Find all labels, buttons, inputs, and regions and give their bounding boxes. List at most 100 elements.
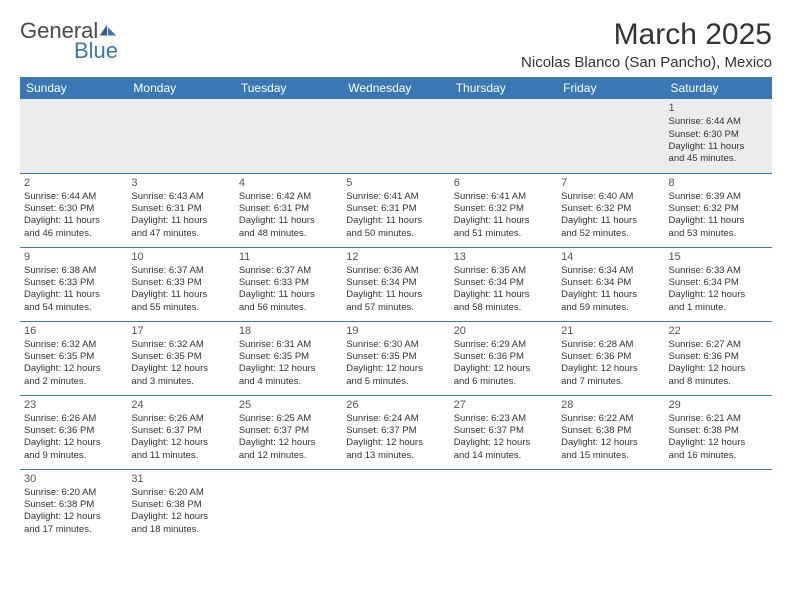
day-daylight2: and 15 minutes. bbox=[561, 450, 660, 462]
day-daylight2: and 2 minutes. bbox=[24, 376, 123, 388]
day-daylight2: and 18 minutes. bbox=[131, 524, 230, 536]
day-number: 13 bbox=[454, 250, 553, 264]
calendar-day-cell: 11Sunrise: 6:37 AMSunset: 6:33 PMDayligh… bbox=[235, 247, 342, 321]
day-sunset: Sunset: 6:38 PM bbox=[669, 425, 768, 437]
calendar-empty-cell bbox=[235, 469, 342, 543]
calendar-day-cell: 2Sunrise: 6:44 AMSunset: 6:30 PMDaylight… bbox=[20, 173, 127, 247]
day-sunset: Sunset: 6:37 PM bbox=[454, 425, 553, 437]
day-number: 27 bbox=[454, 398, 553, 412]
calendar-day-cell: 24Sunrise: 6:26 AMSunset: 6:37 PMDayligh… bbox=[127, 395, 234, 469]
day-sunset: Sunset: 6:31 PM bbox=[239, 203, 338, 215]
day-number: 15 bbox=[669, 250, 768, 264]
calendar-day-cell: 28Sunrise: 6:22 AMSunset: 6:38 PMDayligh… bbox=[557, 395, 664, 469]
day-number: 19 bbox=[346, 324, 445, 338]
day-daylight1: Daylight: 12 hours bbox=[239, 437, 338, 449]
month-title: March 2025 bbox=[521, 18, 772, 52]
calendar-day-cell: 31Sunrise: 6:20 AMSunset: 6:38 PMDayligh… bbox=[127, 469, 234, 543]
day-daylight1: Daylight: 11 hours bbox=[24, 289, 123, 301]
day-sunset: Sunset: 6:37 PM bbox=[131, 425, 230, 437]
day-daylight2: and 50 minutes. bbox=[346, 228, 445, 240]
day-number: 6 bbox=[454, 176, 553, 190]
calendar-day-cell: 4Sunrise: 6:42 AMSunset: 6:31 PMDaylight… bbox=[235, 173, 342, 247]
day-daylight1: Daylight: 11 hours bbox=[346, 289, 445, 301]
day-daylight2: and 7 minutes. bbox=[561, 376, 660, 388]
calendar-day-cell: 12Sunrise: 6:36 AMSunset: 6:34 PMDayligh… bbox=[342, 247, 449, 321]
day-daylight1: Daylight: 12 hours bbox=[454, 437, 553, 449]
weekday-header: Friday bbox=[557, 77, 664, 99]
day-number: 2 bbox=[24, 176, 123, 190]
day-daylight1: Daylight: 12 hours bbox=[24, 511, 123, 523]
day-number: 7 bbox=[561, 176, 660, 190]
day-sunrise: Sunrise: 6:31 AM bbox=[239, 339, 338, 351]
calendar-week-row: 16Sunrise: 6:32 AMSunset: 6:35 PMDayligh… bbox=[20, 321, 772, 395]
day-number: 23 bbox=[24, 398, 123, 412]
weekday-header: Tuesday bbox=[235, 77, 342, 99]
day-daylight1: Daylight: 11 hours bbox=[561, 289, 660, 301]
day-daylight2: and 46 minutes. bbox=[24, 228, 123, 240]
day-sunset: Sunset: 6:37 PM bbox=[239, 425, 338, 437]
day-daylight1: Daylight: 12 hours bbox=[669, 363, 768, 375]
day-sunset: Sunset: 6:38 PM bbox=[131, 499, 230, 511]
day-daylight2: and 58 minutes. bbox=[454, 302, 553, 314]
day-sunrise: Sunrise: 6:36 AM bbox=[346, 265, 445, 277]
day-daylight1: Daylight: 12 hours bbox=[131, 363, 230, 375]
day-daylight1: Daylight: 12 hours bbox=[24, 363, 123, 375]
day-number: 30 bbox=[24, 472, 123, 486]
day-daylight2: and 5 minutes. bbox=[346, 376, 445, 388]
day-daylight1: Daylight: 11 hours bbox=[24, 215, 123, 227]
header: GeneralBlue March 2025 Nicolas Blanco (S… bbox=[20, 18, 772, 71]
day-sunrise: Sunrise: 6:43 AM bbox=[131, 191, 230, 203]
day-daylight2: and 17 minutes. bbox=[24, 524, 123, 536]
day-sunset: Sunset: 6:33 PM bbox=[131, 277, 230, 289]
calendar-day-cell: 20Sunrise: 6:29 AMSunset: 6:36 PMDayligh… bbox=[450, 321, 557, 395]
day-sunset: Sunset: 6:32 PM bbox=[454, 203, 553, 215]
day-number: 12 bbox=[346, 250, 445, 264]
day-daylight2: and 55 minutes. bbox=[131, 302, 230, 314]
day-daylight1: Daylight: 12 hours bbox=[669, 289, 768, 301]
calendar-header-row: SundayMondayTuesdayWednesdayThursdayFrid… bbox=[20, 77, 772, 99]
day-daylight1: Daylight: 11 hours bbox=[131, 215, 230, 227]
day-sunset: Sunset: 6:31 PM bbox=[131, 203, 230, 215]
day-number: 14 bbox=[561, 250, 660, 264]
day-daylight1: Daylight: 11 hours bbox=[669, 141, 768, 153]
day-sunset: Sunset: 6:36 PM bbox=[669, 351, 768, 363]
day-daylight1: Daylight: 12 hours bbox=[346, 437, 445, 449]
day-daylight1: Daylight: 11 hours bbox=[239, 215, 338, 227]
day-daylight2: and 47 minutes. bbox=[131, 228, 230, 240]
day-number: 4 bbox=[239, 176, 338, 190]
calendar-empty-cell bbox=[450, 99, 557, 173]
calendar-empty-cell bbox=[342, 99, 449, 173]
calendar-empty-cell bbox=[127, 99, 234, 173]
day-sunrise: Sunrise: 6:25 AM bbox=[239, 413, 338, 425]
calendar-week-row: 1Sunrise: 6:44 AMSunset: 6:30 PMDaylight… bbox=[20, 99, 772, 173]
day-sunrise: Sunrise: 6:23 AM bbox=[454, 413, 553, 425]
day-number: 8 bbox=[669, 176, 768, 190]
day-daylight1: Daylight: 11 hours bbox=[454, 289, 553, 301]
day-number: 21 bbox=[561, 324, 660, 338]
day-daylight1: Daylight: 12 hours bbox=[24, 437, 123, 449]
day-daylight2: and 53 minutes. bbox=[669, 228, 768, 240]
day-daylight2: and 48 minutes. bbox=[239, 228, 338, 240]
day-daylight2: and 57 minutes. bbox=[346, 302, 445, 314]
day-sunset: Sunset: 6:30 PM bbox=[669, 129, 768, 141]
day-sunset: Sunset: 6:33 PM bbox=[24, 277, 123, 289]
weekday-header: Wednesday bbox=[342, 77, 449, 99]
day-daylight2: and 14 minutes. bbox=[454, 450, 553, 462]
day-number: 17 bbox=[131, 324, 230, 338]
day-daylight1: Daylight: 12 hours bbox=[131, 437, 230, 449]
calendar-day-cell: 26Sunrise: 6:24 AMSunset: 6:37 PMDayligh… bbox=[342, 395, 449, 469]
day-number: 16 bbox=[24, 324, 123, 338]
calendar-body: 1Sunrise: 6:44 AMSunset: 6:30 PMDaylight… bbox=[20, 99, 772, 543]
day-sunset: Sunset: 6:33 PM bbox=[239, 277, 338, 289]
day-sunset: Sunset: 6:34 PM bbox=[561, 277, 660, 289]
calendar-day-cell: 16Sunrise: 6:32 AMSunset: 6:35 PMDayligh… bbox=[20, 321, 127, 395]
day-daylight2: and 13 minutes. bbox=[346, 450, 445, 462]
day-sunset: Sunset: 6:38 PM bbox=[561, 425, 660, 437]
day-sunset: Sunset: 6:35 PM bbox=[346, 351, 445, 363]
day-number: 11 bbox=[239, 250, 338, 264]
day-sunset: Sunset: 6:37 PM bbox=[346, 425, 445, 437]
calendar-week-row: 30Sunrise: 6:20 AMSunset: 6:38 PMDayligh… bbox=[20, 469, 772, 543]
day-daylight2: and 45 minutes. bbox=[669, 153, 768, 165]
day-sunrise: Sunrise: 6:29 AM bbox=[454, 339, 553, 351]
day-daylight2: and 4 minutes. bbox=[239, 376, 338, 388]
